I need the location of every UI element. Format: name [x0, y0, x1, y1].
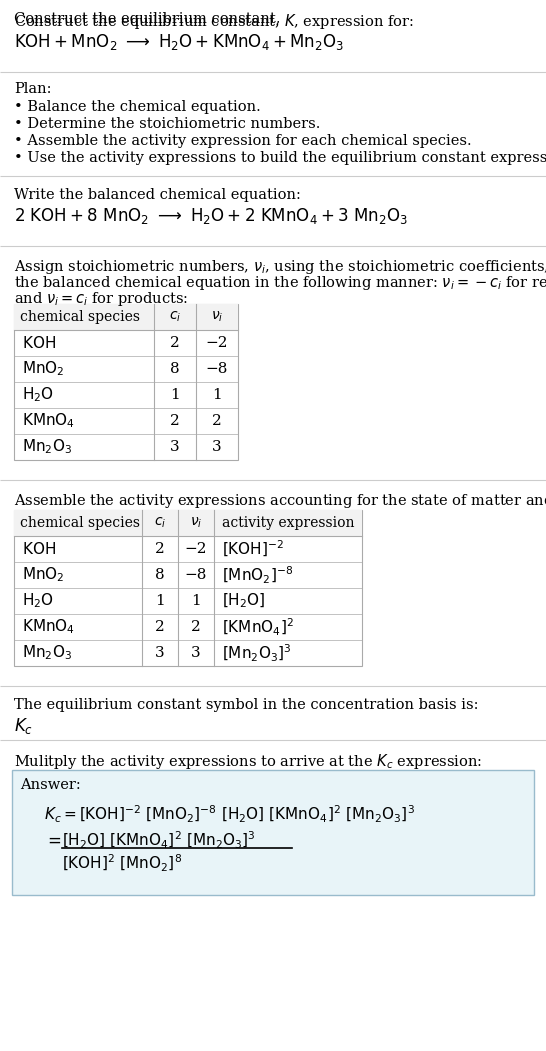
Text: Construct the equilibrium constant, $K$, expression for:: Construct the equilibrium constant, $K$,… [14, 12, 414, 30]
Text: Answer:: Answer: [20, 778, 81, 792]
Text: $\mathrm{KMnO_4}$: $\mathrm{KMnO_4}$ [22, 618, 75, 636]
Text: the balanced chemical equation in the following manner: $\nu_i = -c_i$ for react: the balanced chemical equation in the fo… [14, 274, 546, 292]
Text: $[\mathrm{Mn_2O_3}]^{3}$: $[\mathrm{Mn_2O_3}]^{3}$ [222, 642, 292, 663]
Text: −2: −2 [206, 336, 228, 350]
Text: Write the balanced chemical equation:: Write the balanced chemical equation: [14, 188, 301, 202]
Text: • Balance the chemical equation.: • Balance the chemical equation. [14, 100, 261, 114]
Text: chemical species: chemical species [20, 516, 140, 530]
Text: −8: −8 [206, 362, 228, 376]
Text: Construct the equilibrium constant,: Construct the equilibrium constant, [14, 12, 285, 26]
Text: $[\mathrm{KOH}]^{-2}$: $[\mathrm{KOH}]^{-2}$ [222, 539, 284, 559]
FancyBboxPatch shape [12, 770, 534, 895]
Text: $\nu_i$: $\nu_i$ [190, 516, 202, 530]
Text: 8: 8 [170, 362, 180, 376]
Text: $\mathrm{2\ KOH + 8\ MnO_2 \ {\longrightarrow} \ H_2O + 2\ KMnO_4 + 3\ Mn_2O_3}$: $\mathrm{2\ KOH + 8\ MnO_2 \ {\longright… [14, 206, 408, 226]
Text: $\mathrm{KOH + MnO_2 \ {\longrightarrow} \ H_2O + KMnO_4 + Mn_2O_3}$: $\mathrm{KOH + MnO_2 \ {\longrightarrow}… [14, 32, 344, 51]
Text: • Use the activity expressions to build the equilibrium constant expression.: • Use the activity expressions to build … [14, 151, 546, 165]
Text: • Assemble the activity expression for each chemical species.: • Assemble the activity expression for e… [14, 133, 472, 148]
Text: $\mathrm{KMnO_4}$: $\mathrm{KMnO_4}$ [22, 412, 75, 430]
Text: The equilibrium constant symbol in the concentration basis is:: The equilibrium constant symbol in the c… [14, 698, 478, 712]
Bar [14, 510, 362, 666]
Text: $c_i$: $c_i$ [154, 516, 166, 530]
Text: activity expression: activity expression [222, 516, 354, 530]
Text: 1: 1 [212, 388, 222, 401]
Text: $\mathrm{MnO_2}$: $\mathrm{MnO_2}$ [22, 565, 64, 584]
Text: 1: 1 [170, 388, 180, 401]
Text: 1: 1 [155, 594, 165, 607]
Text: $[\mathrm{KOH}]^2\ [\mathrm{MnO_2}]^8$: $[\mathrm{KOH}]^2\ [\mathrm{MnO_2}]^8$ [62, 853, 182, 874]
Text: and $\nu_i = c_i$ for products:: and $\nu_i = c_i$ for products: [14, 290, 188, 308]
Text: 3: 3 [191, 646, 201, 660]
Text: • Determine the stoichiometric numbers.: • Determine the stoichiometric numbers. [14, 117, 321, 131]
Text: $K_c = [\mathrm{KOH}]^{-2}\ [\mathrm{MnO_2}]^{-8}\ [\mathrm{H_2O}]\ [\mathrm{KMn: $K_c = [\mathrm{KOH}]^{-2}\ [\mathrm{MnO… [44, 804, 415, 825]
Text: $[\mathrm{KMnO_4}]^{2}$: $[\mathrm{KMnO_4}]^{2}$ [222, 617, 294, 638]
Text: −8: −8 [185, 568, 207, 582]
Text: 2: 2 [155, 620, 165, 634]
Text: 1: 1 [191, 594, 201, 607]
Text: −2: −2 [185, 542, 207, 556]
Text: $\mathrm{H_2O}$: $\mathrm{H_2O}$ [22, 592, 54, 611]
Text: $\mathrm{H_2O}$: $\mathrm{H_2O}$ [22, 386, 54, 405]
Text: $\mathrm{Mn_2O_3}$: $\mathrm{Mn_2O_3}$ [22, 437, 72, 456]
Text: Assign stoichiometric numbers, $\nu_i$, using the stoichiometric coefficients, $: Assign stoichiometric numbers, $\nu_i$, … [14, 257, 546, 276]
Text: 2: 2 [170, 414, 180, 428]
Text: Mulitply the activity expressions to arrive at the $K_c$ expression:: Mulitply the activity expressions to arr… [14, 753, 482, 771]
Text: $\nu_i$: $\nu_i$ [211, 310, 223, 324]
Text: $c_i$: $c_i$ [169, 310, 181, 324]
Text: $\mathrm{Mn_2O_3}$: $\mathrm{Mn_2O_3}$ [22, 643, 72, 662]
Text: $\mathrm{KOH}$: $\mathrm{KOH}$ [22, 541, 56, 557]
Text: 3: 3 [155, 646, 165, 660]
Text: 8: 8 [155, 568, 165, 582]
Text: 2: 2 [170, 336, 180, 350]
Text: $[\mathrm{H_2O}]$: $[\mathrm{H_2O}]$ [222, 592, 265, 611]
Text: 3: 3 [170, 440, 180, 454]
Bar [14, 510, 362, 536]
Text: chemical species: chemical species [20, 310, 140, 324]
Text: $=$: $=$ [44, 831, 61, 849]
Text: $\mathrm{KOH}$: $\mathrm{KOH}$ [22, 335, 56, 351]
Text: 2: 2 [191, 620, 201, 634]
Bar [14, 304, 238, 460]
Text: 3: 3 [212, 440, 222, 454]
Text: 2: 2 [155, 542, 165, 556]
Text: $[\mathrm{MnO_2}]^{-8}$: $[\mathrm{MnO_2}]^{-8}$ [222, 564, 293, 585]
Text: Assemble the activity expressions accounting for the state of matter and $\nu_i$: Assemble the activity expressions accoun… [14, 492, 546, 510]
Text: $\mathrm{MnO_2}$: $\mathrm{MnO_2}$ [22, 359, 64, 378]
Text: Plan:: Plan: [14, 82, 51, 96]
Bar [14, 304, 238, 330]
Text: $K_c$: $K_c$ [14, 716, 33, 736]
Text: $[\mathrm{H_2O}]\ [\mathrm{KMnO_4}]^2\ [\mathrm{Mn_2O_3}]^3$: $[\mathrm{H_2O}]\ [\mathrm{KMnO_4}]^2\ [… [62, 830, 256, 851]
Text: 2: 2 [212, 414, 222, 428]
